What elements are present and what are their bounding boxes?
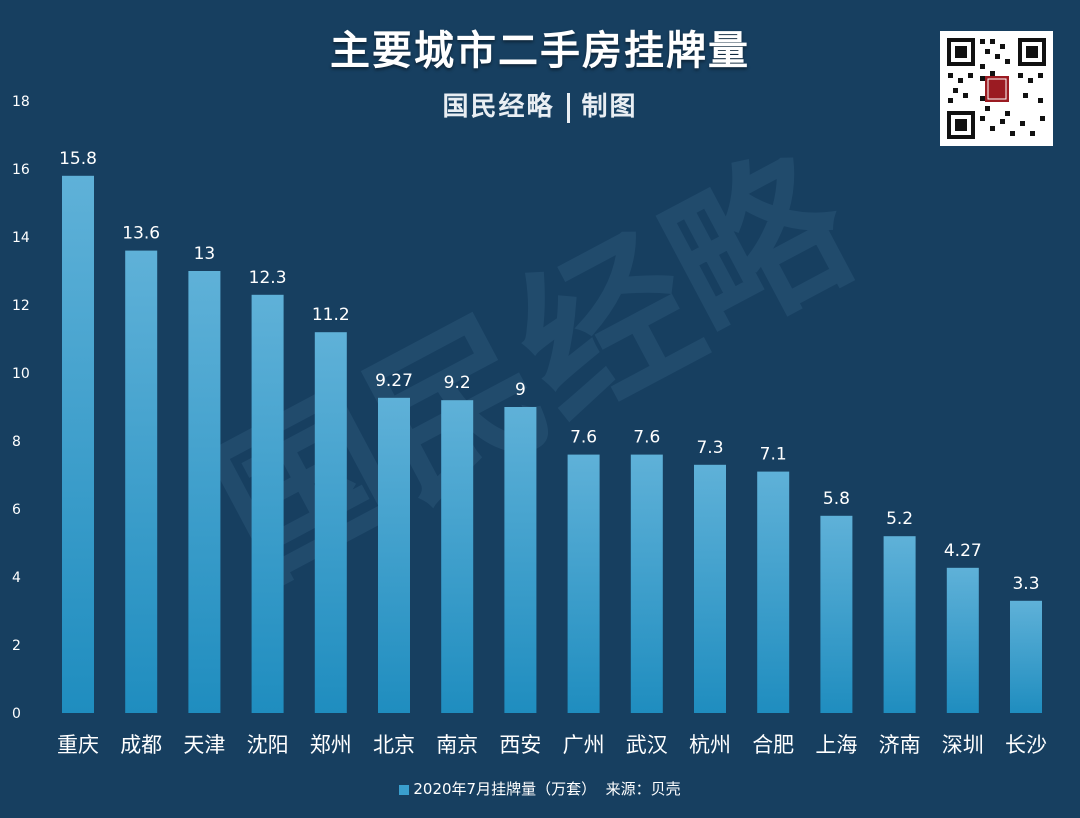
bar-value-label: 4.27 [944,541,982,561]
x-tick-label: 沈阳 [247,733,289,757]
bar-2 [188,271,221,713]
x-tick-label: 重庆 [57,733,99,757]
x-axis: 重庆 成都 天津 沈阳 郑州 北京 南京 西安 广州 武汉 杭州 合肥 上海 济南 深圳 长沙 [57,733,1047,757]
bar-7 [504,407,537,713]
x-tick-label: 长沙 [1005,733,1047,757]
x-tick-label: 济南 [879,733,921,757]
bar-11 [757,471,790,713]
legend-source: 来源：贝壳 [605,780,681,798]
y-tick-label: 6 [12,502,21,518]
x-tick-label: 南京 [436,733,478,757]
legend: 2020年7月挂牌量（万套） 来源：贝壳 [0,778,1080,799]
bar-8 [567,454,600,713]
bar-value-label: 13 [194,244,216,264]
x-tick-label: 成都 [120,733,162,757]
bar-value-label: 9.27 [375,371,413,391]
bar-1 [125,250,158,713]
y-tick-label: 18 [12,94,30,110]
bar-14 [946,567,979,713]
y-tick-label: 2 [12,638,21,654]
bar-value-label: 11.2 [312,305,350,325]
bar-value-label: 5.2 [886,509,913,529]
bar-value-label: 7.1 [760,445,787,465]
y-tick-label: 10 [12,366,30,382]
chart-title: 主要城市二手房挂牌量 [330,28,750,74]
bar-0 [62,175,94,714]
y-tick-label: 12 [12,298,30,314]
legend-series-label: 2020年7月挂牌量（万套） [413,780,597,798]
y-tick-label: 0 [12,706,21,722]
bar-value-label: 5.8 [823,489,850,509]
y-tick-label: 4 [12,570,21,586]
bar-value-label: 13.6 [122,224,160,244]
x-tick-label: 西安 [499,733,541,757]
subtitle-credit: 制图 [581,92,638,122]
bar-value-label: 7.3 [696,438,723,458]
y-tick-label: 8 [12,434,21,450]
legend-swatch [399,784,410,795]
y-tick-label: 14 [12,230,30,246]
x-tick-label: 深圳 [942,733,984,757]
bar-4 [314,332,347,713]
bar-9 [630,454,663,713]
bar-5 [378,397,410,713]
y-tick-label: 16 [12,162,30,178]
bar-value-label: 9.2 [444,373,471,393]
bar-value-label: 3.3 [1012,574,1039,594]
bar-value-label: 7.6 [570,428,597,448]
x-tick-label: 天津 [183,733,225,757]
bars: 15.8 13.6 13 12.3 11.2 9.27 9.2 9 7.6 7.6 7.3 7.1 5.… [59,149,1042,714]
bar-value-label: 7.6 [633,428,660,448]
bar-13 [883,536,916,713]
bar-3 [251,294,284,713]
x-tick-label: 武汉 [626,733,668,757]
y-axis: 0 2 4 6 8 10 12 14 16 18 [12,94,30,722]
qr-code-image [940,31,1053,146]
x-tick-label: 合肥 [752,733,794,757]
bar-value-label: 9 [515,380,526,400]
x-tick-label: 杭州 [689,733,731,757]
bar-15 [1010,600,1042,713]
bar-6 [441,400,474,713]
bar-10 [694,464,726,713]
bar-12 [820,515,853,713]
x-tick-label: 上海 [815,733,857,757]
x-tick-label: 郑州 [310,733,352,757]
x-tick-label: 北京 [373,733,415,757]
chart-subtitle: 国民经略 制图 [0,86,1080,123]
subtitle-separator [566,93,570,123]
bar-value-label: 12.3 [249,268,287,288]
x-tick-label: 广州 [563,733,605,757]
bar-value-label: 15.8 [59,149,97,169]
subtitle-brand: 国民经略 [442,92,555,122]
